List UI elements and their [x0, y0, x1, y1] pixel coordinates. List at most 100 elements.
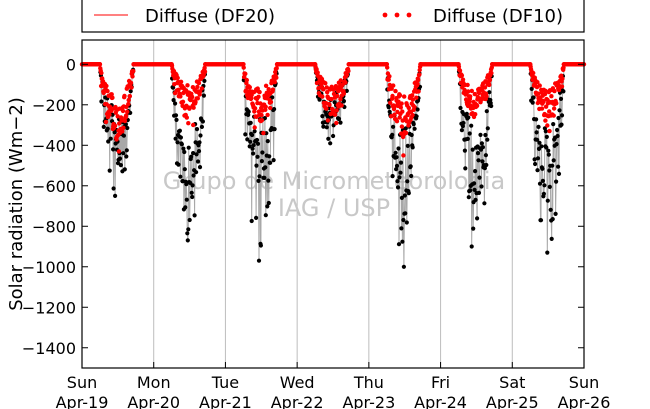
- df10-point: [327, 102, 332, 108]
- df10-point: [406, 105, 411, 111]
- df20-point: [201, 93, 206, 98]
- df20-point: [257, 174, 262, 179]
- df10-point: [547, 109, 552, 114]
- df20-point: [185, 231, 190, 236]
- df20-point: [393, 150, 398, 155]
- df20-point: [265, 204, 270, 209]
- df10-point: [545, 123, 550, 128]
- df20-point: [485, 137, 490, 142]
- df20-point: [458, 105, 463, 111]
- df20-point: [128, 89, 133, 94]
- df10-point: [397, 115, 402, 120]
- df10-point: [549, 94, 554, 99]
- df20-point: [531, 95, 536, 100]
- df10-point: [460, 77, 466, 82]
- df20-point: [556, 164, 561, 169]
- df20-point: [477, 175, 482, 180]
- df10-point: [416, 77, 421, 83]
- df10-point: [186, 121, 191, 126]
- df10-point: [465, 82, 470, 88]
- df10-series-points: [79, 62, 587, 158]
- df20-point: [482, 201, 487, 206]
- df20-point: [462, 148, 467, 153]
- df10-point: [466, 89, 471, 94]
- df10-point: [189, 94, 195, 100]
- df10-point: [175, 75, 180, 81]
- df10-point: [263, 83, 269, 89]
- df10-point: [551, 113, 556, 118]
- df20-point: [263, 213, 268, 218]
- df20-point: [263, 165, 268, 170]
- df20-point: [467, 131, 472, 136]
- df20-point: [246, 109, 251, 114]
- df20-point: [247, 144, 252, 149]
- df20-point: [266, 200, 271, 206]
- df20-point: [483, 153, 488, 158]
- df10-point: [414, 95, 419, 100]
- df10-point: [457, 68, 463, 73]
- df10-point: [559, 84, 565, 89]
- df20-point: [195, 159, 201, 164]
- df10-point: [543, 118, 548, 123]
- df20-point: [260, 150, 265, 155]
- df20-point: [99, 99, 104, 104]
- df10-point: [410, 93, 415, 98]
- df20-point: [101, 124, 106, 129]
- df20-point: [546, 152, 551, 157]
- df20-point: [544, 145, 549, 150]
- df10-point: [187, 106, 192, 111]
- df10-point: [547, 128, 552, 134]
- df10-point: [241, 62, 246, 67]
- df20-point: [397, 175, 402, 180]
- df10-point: [531, 70, 536, 76]
- df10-point: [112, 123, 118, 128]
- df20-point: [328, 141, 333, 146]
- df20-point: [255, 154, 260, 159]
- df20-point: [178, 174, 183, 179]
- df10-point: [129, 85, 134, 90]
- df10-point: [401, 153, 406, 158]
- df20-point: [200, 119, 205, 124]
- df10-point: [341, 91, 347, 96]
- df20-point: [530, 100, 535, 105]
- df20-point: [391, 124, 396, 129]
- df20-point: [266, 178, 271, 183]
- df10-point: [482, 85, 488, 90]
- df20-point: [325, 114, 330, 119]
- df10-point: [243, 71, 248, 77]
- df20-point: [324, 125, 329, 130]
- df10-point: [541, 99, 546, 105]
- df10-point: [386, 77, 391, 82]
- df20-point: [173, 101, 178, 106]
- df20-point: [121, 133, 126, 138]
- df20-day-line: [171, 64, 206, 241]
- df10-point: [468, 94, 473, 99]
- df20-point: [272, 127, 277, 132]
- y-axis: 0 −200 −400 −600 −800 −1000 −1200 −1400: [22, 55, 584, 358]
- df20-point: [336, 116, 342, 121]
- df20-point: [484, 162, 489, 168]
- df20-point: [194, 152, 199, 157]
- df10-point: [402, 94, 407, 99]
- df20-point: [473, 197, 478, 202]
- df20-point: [555, 133, 560, 139]
- df20-point: [465, 136, 470, 141]
- df10-point: [417, 72, 422, 77]
- df20-point: [182, 167, 187, 172]
- grid-lines: [153, 40, 513, 368]
- plot-frame: [81, 39, 585, 369]
- df10-point: [417, 67, 422, 73]
- df10-point: [474, 103, 480, 109]
- df10-point: [252, 125, 257, 130]
- df20-point: [466, 115, 471, 120]
- df20-point: [401, 264, 406, 269]
- df10-point: [392, 112, 397, 118]
- df20-point: [470, 147, 475, 152]
- legend-df10-swatch-dot: [394, 12, 400, 18]
- x-tick-date-label: Apr-19: [56, 393, 109, 409]
- y-tick-label: −1200: [22, 298, 76, 317]
- df20-point: [542, 183, 547, 188]
- df20-point: [480, 159, 485, 164]
- legend: Diffuse (DF20) Diffuse (DF10): [81, 0, 585, 33]
